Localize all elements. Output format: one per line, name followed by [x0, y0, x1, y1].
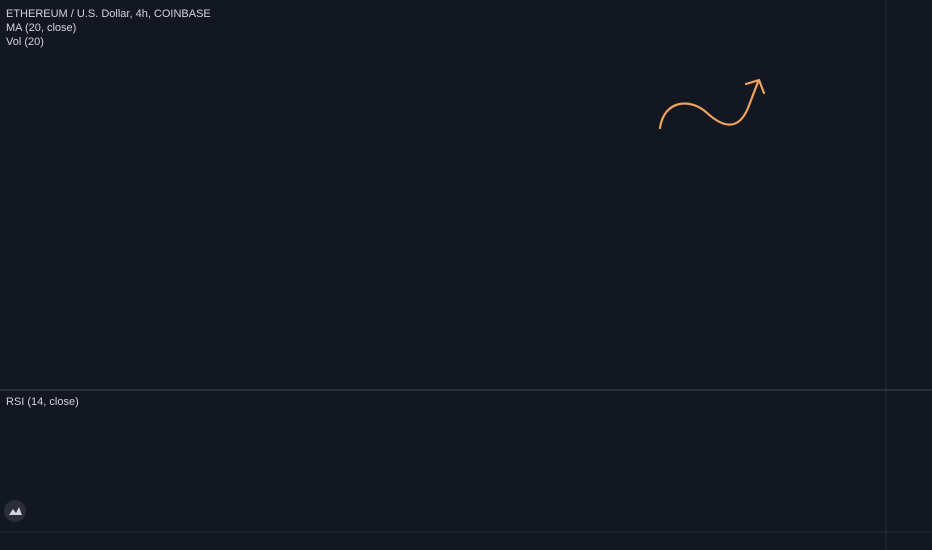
drawn-arrow: [658, 80, 760, 130]
logo-bg[interactable]: [4, 500, 26, 522]
drawn-arrow-head: [744, 78, 766, 95]
chart-title: ETHEREUM / U.S. Dollar, 4h, COINBASE: [6, 8, 211, 20]
rsi-legend: RSI (14, close): [6, 396, 79, 408]
logo-icon[interactable]: [9, 507, 22, 515]
logo[interactable]: [4, 500, 26, 522]
volume-legend: Vol (20): [6, 36, 44, 48]
ma-legend: MA (20, close): [6, 22, 76, 34]
